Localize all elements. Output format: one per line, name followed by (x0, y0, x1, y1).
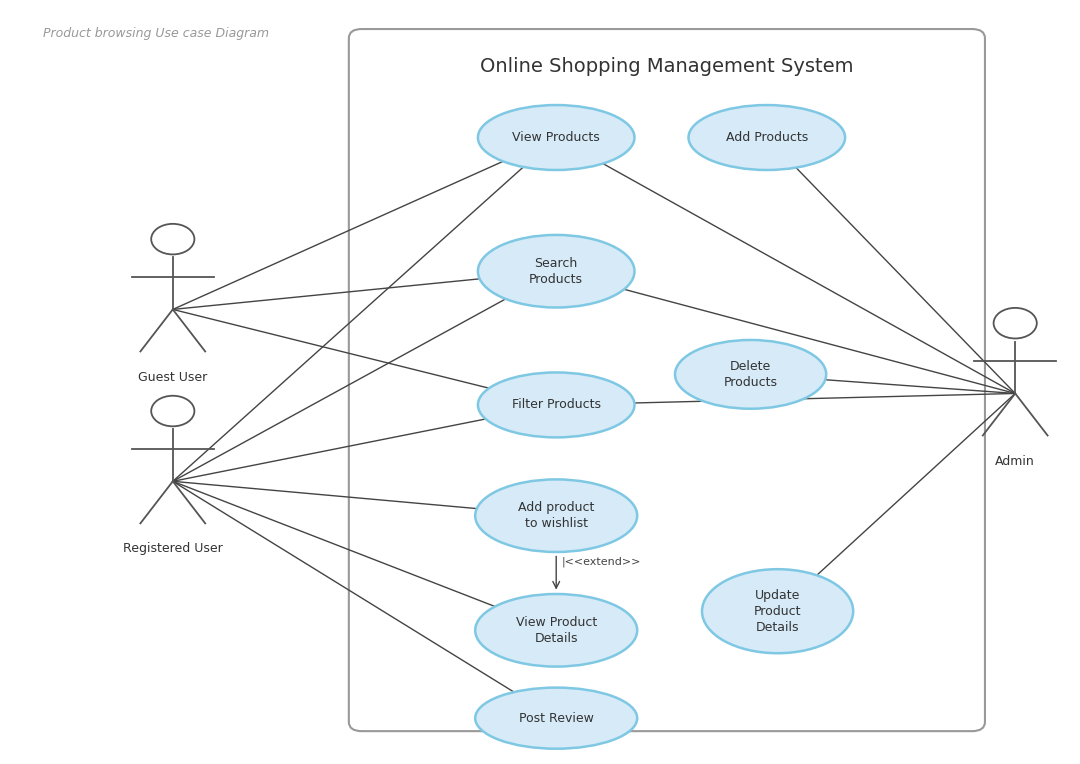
Text: Post Review: Post Review (518, 711, 594, 725)
Ellipse shape (475, 480, 637, 552)
Ellipse shape (478, 105, 635, 170)
Text: Guest User: Guest User (138, 371, 207, 384)
Ellipse shape (478, 235, 635, 307)
Ellipse shape (475, 688, 637, 749)
Ellipse shape (702, 569, 853, 653)
Text: Online Shopping Management System: Online Shopping Management System (481, 57, 853, 76)
Text: |<<extend>>: |<<extend>> (562, 556, 640, 567)
FancyBboxPatch shape (349, 29, 985, 731)
Text: View Product
Details: View Product Details (515, 616, 597, 645)
Text: Update
Product
Details: Update Product Details (754, 589, 801, 633)
Text: Add Products: Add Products (726, 131, 808, 144)
Ellipse shape (478, 373, 635, 437)
Text: Product browsing Use case Diagram: Product browsing Use case Diagram (43, 27, 269, 40)
Text: Admin: Admin (996, 455, 1035, 468)
Text: Filter Products: Filter Products (512, 398, 600, 412)
Ellipse shape (689, 105, 845, 170)
Ellipse shape (475, 594, 637, 666)
Text: Registered User: Registered User (123, 542, 222, 555)
Ellipse shape (675, 340, 826, 409)
Text: Add product
to wishlist: Add product to wishlist (518, 501, 594, 530)
Text: Search
Products: Search Products (529, 257, 583, 286)
Text: View Products: View Products (512, 131, 600, 144)
Text: Delete
Products: Delete Products (724, 360, 778, 389)
